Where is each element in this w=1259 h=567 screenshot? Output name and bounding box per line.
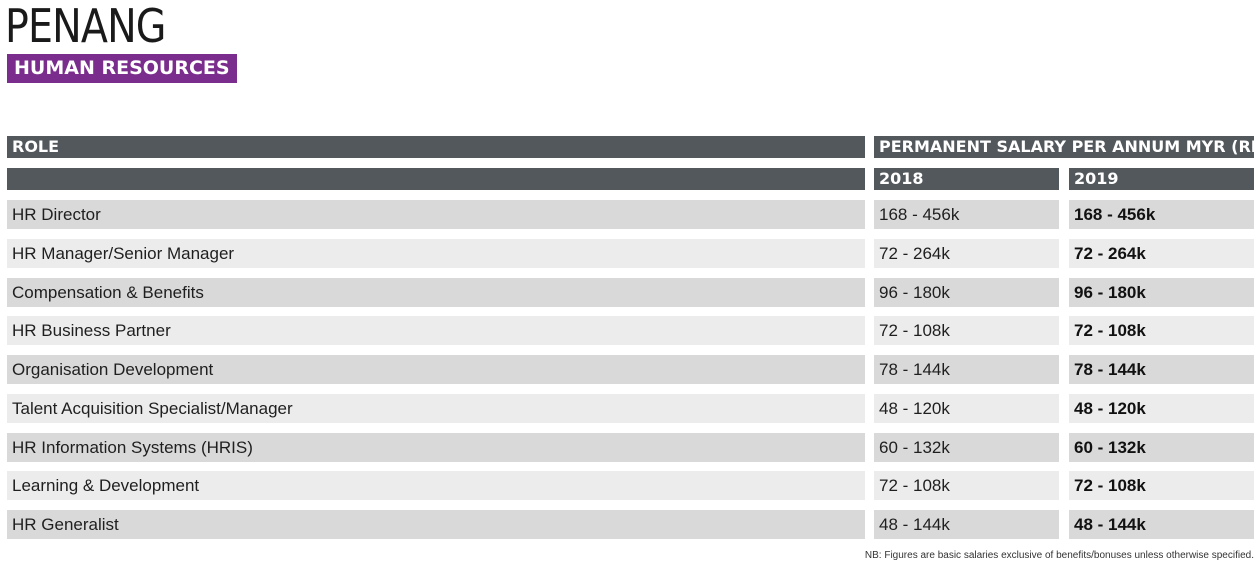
salary-2018-cell: 72 - 108k <box>874 471 1059 500</box>
salary-2018-cell: 48 - 120k <box>874 394 1059 423</box>
salary-2018-cell: 78 - 144k <box>874 355 1059 384</box>
salary-2019-cell: 48 - 144k <box>1069 510 1254 539</box>
role-cell: HR Business Partner <box>7 316 865 345</box>
role-subheader-bar <box>7 168 865 190</box>
role-cell: HR Information Systems (HRIS) <box>7 433 865 462</box>
role-cell: HR Director <box>7 200 865 229</box>
salary-column-header: PERMANENT SALARY PER ANNUM MYR (RM) <box>874 136 1254 158</box>
role-cell: HR Generalist <box>7 510 865 539</box>
salary-2018-cell: 96 - 180k <box>874 278 1059 307</box>
salary-2018-cell: 48 - 144k <box>874 510 1059 539</box>
role-cell: Organisation Development <box>7 355 865 384</box>
salary-2019-cell: 72 - 108k <box>1069 316 1254 345</box>
salary-2018-cell: 168 - 456k <box>874 200 1059 229</box>
department-badge: HUMAN RESOURCES <box>7 54 237 83</box>
page-title: PENANG <box>5 0 166 53</box>
salary-2019-cell: 72 - 108k <box>1069 471 1254 500</box>
role-cell: Compensation & Benefits <box>7 278 865 307</box>
salary-2019-cell: 60 - 132k <box>1069 433 1254 462</box>
role-cell: Talent Acquisition Specialist/Manager <box>7 394 865 423</box>
salary-2019-cell: 96 - 180k <box>1069 278 1254 307</box>
salary-2019-cell: 168 - 456k <box>1069 200 1254 229</box>
salary-2019-cell: 72 - 264k <box>1069 239 1254 268</box>
footnote: NB: Figures are basic salaries exclusive… <box>864 550 1254 561</box>
salary-2018-cell: 72 - 264k <box>874 239 1059 268</box>
year-2019-header: 2019 <box>1069 168 1254 190</box>
salary-2018-cell: 72 - 108k <box>874 316 1059 345</box>
role-cell: HR Manager/Senior Manager <box>7 239 865 268</box>
salary-2018-cell: 60 - 132k <box>874 433 1059 462</box>
salary-2019-cell: 78 - 144k <box>1069 355 1254 384</box>
salary-2019-cell: 48 - 120k <box>1069 394 1254 423</box>
role-column-header: ROLE <box>7 136 865 158</box>
year-2018-header: 2018 <box>874 168 1059 190</box>
role-cell: Learning & Development <box>7 471 865 500</box>
